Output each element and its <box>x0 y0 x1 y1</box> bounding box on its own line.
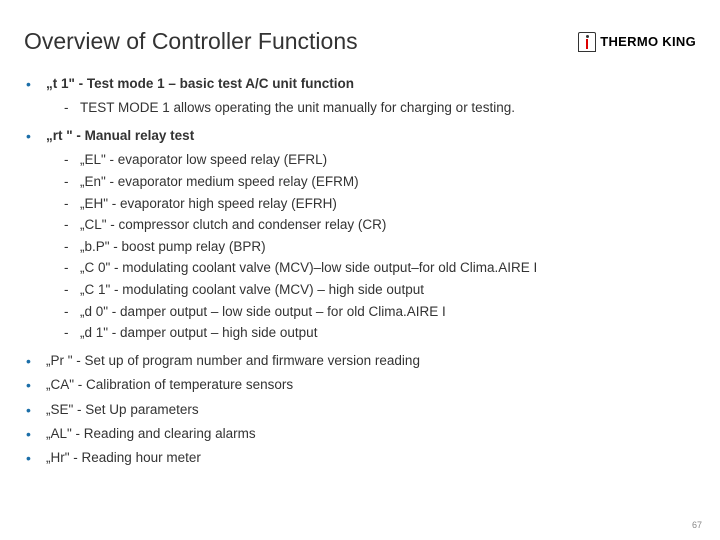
sub-list-item: -TEST MODE 1 allows operating the unit m… <box>64 97 696 119</box>
sub-item-text: „EL" - evaporator low speed relay (EFRL) <box>80 149 696 171</box>
sub-item-text: „d 0" - damper output – low side output … <box>80 301 696 323</box>
sub-list-item: -„C 1" - modulating coolant valve (MCV) … <box>64 279 696 301</box>
sub-item-text: „En" - evaporator medium speed relay (EF… <box>80 171 696 193</box>
sub-list-item: -„CL" - compressor clutch and condenser … <box>64 214 696 236</box>
header: Overview of Controller Functions THERMO … <box>24 28 696 55</box>
dash-icon: - <box>64 193 80 215</box>
list-item: •„CA" - Calibration of temperature senso… <box>24 374 696 396</box>
list-item: •„Hr" - Reading hour meter <box>24 447 696 469</box>
bullet-icon: • <box>24 374 46 396</box>
sub-item-text: „C 1" - modulating coolant valve (MCV) –… <box>80 279 696 301</box>
page-title: Overview of Controller Functions <box>24 28 358 55</box>
page-number: 67 <box>692 520 702 530</box>
dash-icon: - <box>64 301 80 323</box>
dash-icon: - <box>64 322 80 344</box>
bullet-icon: • <box>24 423 46 445</box>
list-item: •„AL" - Reading and clearing alarms <box>24 423 696 445</box>
sub-item-text: TEST MODE 1 allows operating the unit ma… <box>80 97 696 119</box>
content-list: •„t 1" - Test mode 1 – basic test A/C un… <box>24 73 696 470</box>
dash-icon: - <box>64 214 80 236</box>
bullet-icon: • <box>24 447 46 469</box>
dash-icon: - <box>64 149 80 171</box>
dash-icon: - <box>64 171 80 193</box>
sub-list-item: -„EH" - evaporator high speed relay (EFR… <box>64 193 696 215</box>
sub-list-item: -„d 0" - damper output – low side output… <box>64 301 696 323</box>
list-item-label: „t 1" - Test mode 1 – basic test A/C uni… <box>46 73 696 95</box>
list-item: •„Pr " - Set up of program number and fi… <box>24 350 696 372</box>
bullet-icon: • <box>24 399 46 421</box>
logo-text: THERMO KING <box>600 34 696 49</box>
dash-icon: - <box>64 97 80 119</box>
bullet-icon: • <box>24 125 46 147</box>
sub-item-text: „d 1" - damper output – high side output <box>80 322 696 344</box>
list-item-label: „CA" - Calibration of temperature sensor… <box>46 374 696 396</box>
sub-item-text: „CL" - compressor clutch and condenser r… <box>80 214 696 236</box>
sub-list-item: -„b.P" - boost pump relay (BPR) <box>64 236 696 258</box>
dash-icon: - <box>64 257 80 279</box>
sub-item-text: „b.P" - boost pump relay (BPR) <box>80 236 696 258</box>
sub-list-item: -„En" - evaporator medium speed relay (E… <box>64 171 696 193</box>
sub-list-item: -„d 1" - damper output – high side outpu… <box>64 322 696 344</box>
list-item: •„SE" - Set Up parameters <box>24 399 696 421</box>
list-item-label: „rt " - Manual relay test <box>46 125 696 147</box>
list-item: •„t 1" - Test mode 1 – basic test A/C un… <box>24 73 696 95</box>
bullet-icon: • <box>24 73 46 95</box>
sub-list-item: -„C 0" - modulating coolant valve (MCV)–… <box>64 257 696 279</box>
sub-item-text: „EH" - evaporator high speed relay (EFRH… <box>80 193 696 215</box>
dash-icon: - <box>64 279 80 301</box>
thermometer-icon <box>578 32 596 52</box>
sub-list: -TEST MODE 1 allows operating the unit m… <box>64 97 696 119</box>
list-item-label: „Hr" - Reading hour meter <box>46 447 696 469</box>
logo: THERMO KING <box>578 32 696 52</box>
dash-icon: - <box>64 236 80 258</box>
list-item-label: „AL" - Reading and clearing alarms <box>46 423 696 445</box>
list-item-label: „Pr " - Set up of program number and fir… <box>46 350 696 372</box>
sub-item-text: „C 0" - modulating coolant valve (MCV)–l… <box>80 257 696 279</box>
list-item-label: „SE" - Set Up parameters <box>46 399 696 421</box>
sub-list: -„EL" - evaporator low speed relay (EFRL… <box>64 149 696 343</box>
bullet-icon: • <box>24 350 46 372</box>
sub-list-item: -„EL" - evaporator low speed relay (EFRL… <box>64 149 696 171</box>
list-item: •„rt " - Manual relay test <box>24 125 696 147</box>
